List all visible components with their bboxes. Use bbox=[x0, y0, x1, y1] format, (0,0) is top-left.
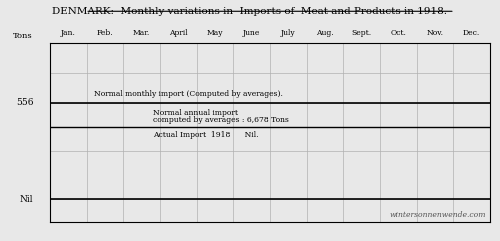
Text: Dec.: Dec. bbox=[463, 29, 480, 37]
Text: Normal annual import: Normal annual import bbox=[152, 109, 238, 117]
Text: April: April bbox=[169, 29, 188, 37]
Text: 556: 556 bbox=[16, 98, 34, 107]
Text: Jan.: Jan. bbox=[61, 29, 76, 37]
Text: Normal monthly import (Computed by averages).: Normal monthly import (Computed by avera… bbox=[94, 90, 283, 98]
Text: Sept.: Sept. bbox=[352, 29, 372, 37]
Text: June: June bbox=[243, 29, 260, 37]
Text: DENMARK:  Monthly variations in  Imports of  Meat and Products in 1918.: DENMARK: Monthly variations in Imports o… bbox=[52, 7, 448, 16]
Text: July: July bbox=[281, 29, 295, 37]
Text: May: May bbox=[207, 29, 223, 37]
Text: Feb.: Feb. bbox=[96, 29, 114, 37]
Text: Oct.: Oct. bbox=[390, 29, 406, 37]
Text: Mar.: Mar. bbox=[133, 29, 150, 37]
Text: computed by averages : 6,678 Tons: computed by averages : 6,678 Tons bbox=[152, 116, 288, 124]
Text: Actual Import  1918      Nil.: Actual Import 1918 Nil. bbox=[152, 131, 258, 139]
Text: wintersonnenwende.com: wintersonnenwende.com bbox=[390, 211, 486, 219]
Text: Nov.: Nov. bbox=[426, 29, 444, 37]
Text: Aug.: Aug. bbox=[316, 29, 334, 37]
Text: Nil: Nil bbox=[20, 195, 34, 204]
Text: Tons: Tons bbox=[12, 32, 32, 40]
